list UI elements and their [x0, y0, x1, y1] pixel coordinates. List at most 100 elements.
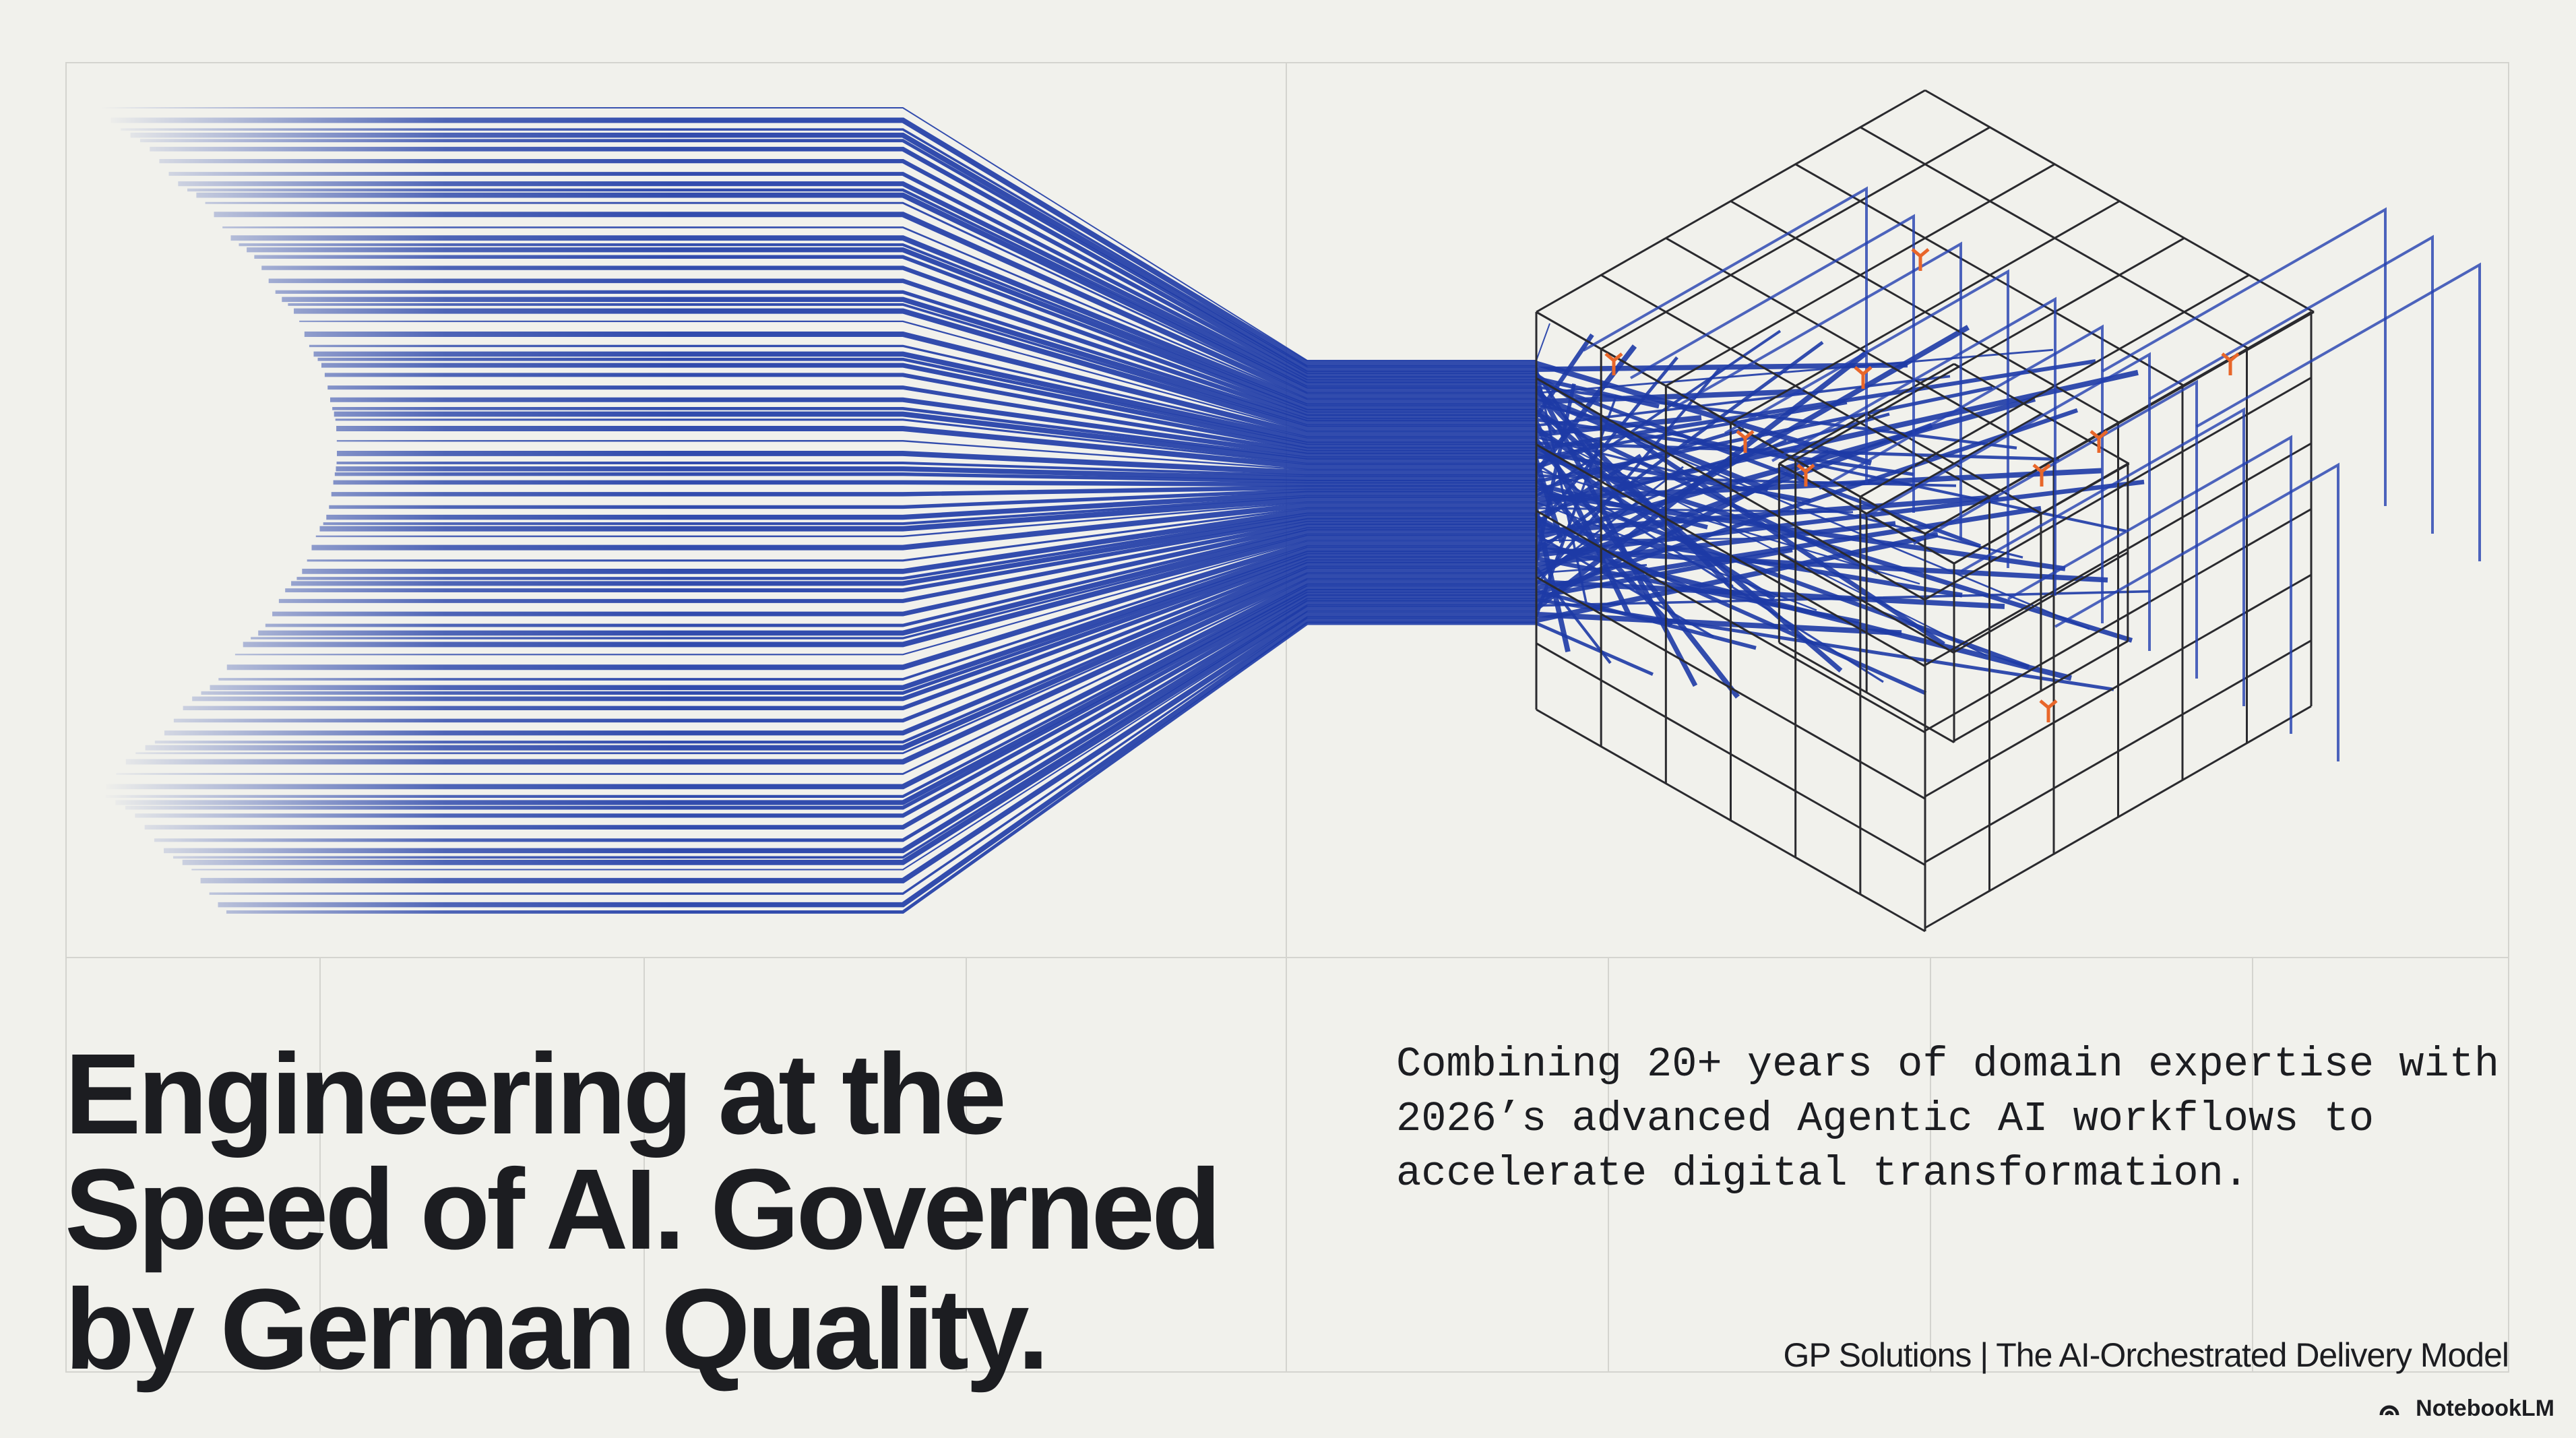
flow-line — [226, 621, 1654, 914]
flow-line — [323, 330, 1782, 526]
cube-edge — [1924, 89, 2315, 313]
flow-line — [282, 296, 1631, 615]
flow-line — [299, 320, 1987, 656]
cube-edge — [1953, 640, 2129, 742]
flow-line — [230, 235, 1805, 405]
flow-line — [183, 556, 1860, 710]
flow-line — [164, 521, 1896, 736]
flow-line — [278, 454, 1642, 603]
circuit-trace — [1960, 407, 2245, 706]
flow-line — [159, 159, 1660, 409]
flow-line — [173, 383, 1576, 723]
node-marker — [2032, 464, 2051, 487]
flow-line — [172, 590, 2151, 859]
flow-line — [182, 351, 1867, 865]
circuit-trace — [1724, 269, 2009, 568]
node-marker — [2221, 352, 2240, 375]
cube-edge — [1536, 642, 1926, 866]
flow-line — [329, 427, 1745, 509]
cube-edge — [1778, 642, 1955, 744]
flow-line — [116, 466, 1684, 775]
circuit-trace — [1866, 352, 2151, 651]
circuit-trace — [1677, 241, 1962, 540]
flow-line — [164, 449, 1830, 854]
node-marker — [2090, 430, 2108, 453]
flow-line — [261, 265, 1879, 575]
circuit-trace — [2196, 262, 2481, 561]
headline-line: Engineering at the — [65, 1030, 1003, 1158]
layout-grid — [65, 62, 2509, 1373]
flow-line — [218, 532, 1939, 908]
node-marker — [1736, 430, 1755, 453]
flow-line — [336, 462, 1957, 487]
flow-line — [222, 226, 2090, 630]
circuit-trace — [1583, 186, 1868, 485]
node-marker — [1854, 366, 1873, 389]
cube-edge — [1924, 639, 2312, 863]
flow-line — [258, 494, 1999, 636]
circuit-trace — [2149, 235, 2434, 534]
description-line: accelerate digital transformation. — [1396, 1150, 2249, 1197]
flow-line — [178, 181, 1698, 687]
node-marker — [2039, 699, 2058, 722]
headline-line: Speed of AI. Governed — [65, 1146, 1218, 1274]
flow-line — [336, 344, 1637, 476]
flow-line — [317, 357, 2060, 461]
flow-line — [200, 611, 1902, 883]
flow-line — [125, 325, 1970, 765]
circuit-trace — [1913, 379, 2198, 679]
footer: GP Solutions | The AI-Orchestrated Deliv… — [1783, 1336, 2509, 1374]
flow-line — [218, 439, 1787, 681]
circuit-trace — [2054, 462, 2339, 761]
flow-line — [209, 394, 1618, 895]
flow-line — [335, 418, 1884, 683]
flow-line — [135, 408, 2079, 818]
flow-line — [324, 359, 2096, 451]
flow-line — [106, 579, 2005, 790]
flow-line — [226, 540, 2072, 681]
headline-line: by German Quality. — [65, 1265, 1046, 1394]
node-marker — [1796, 464, 1815, 487]
flow-line — [150, 146, 1945, 646]
flow-line — [192, 479, 2145, 701]
flow-line — [296, 412, 1890, 580]
flow-line — [334, 385, 1993, 484]
flow-line — [130, 132, 1908, 372]
frame-border — [65, 62, 2509, 1373]
circuit-trace — [1630, 214, 1915, 513]
flow-line — [332, 401, 1848, 460]
flow-line — [319, 468, 2102, 532]
flow-line — [135, 564, 1647, 755]
circuit-trace — [1819, 324, 2104, 623]
flow-line — [288, 303, 1951, 427]
node-marker — [1911, 248, 1930, 271]
cube-edge — [1536, 708, 1926, 933]
flow-line — [154, 598, 2114, 842]
flow-line — [145, 423, 1933, 751]
circuit-trace — [1771, 296, 2056, 596]
flow-line — [105, 367, 1721, 799]
watermark-icon — [2379, 1405, 2399, 1416]
description-line: Combining 20+ years of domain expertise … — [1396, 1040, 2499, 1088]
description: Combining 20+ years of domain expertise … — [1396, 1040, 2499, 1197]
flow-line — [101, 107, 1550, 361]
watermark: NotebookLM — [2379, 1396, 2554, 1421]
cube-edge — [1924, 705, 2312, 929]
flow-line — [201, 340, 1824, 695]
flow-line — [191, 493, 1581, 871]
flow-line — [115, 505, 2042, 805]
cube-edge — [1778, 552, 1955, 654]
wireframe-cube — [1535, 89, 2481, 933]
circuit-trace — [2007, 435, 2292, 734]
cube-edge — [1953, 551, 2129, 654]
flow-line — [234, 538, 1751, 656]
flow-line — [304, 331, 1702, 437]
flow-line — [243, 396, 2036, 648]
flow-line — [302, 508, 1571, 653]
cube-edge — [1866, 412, 2042, 515]
node-marker — [1604, 352, 1623, 375]
watermark-text: NotebookLM — [2416, 1396, 2554, 1421]
headline: Engineering at the Speed of AI. Governed… — [65, 1030, 1222, 1394]
